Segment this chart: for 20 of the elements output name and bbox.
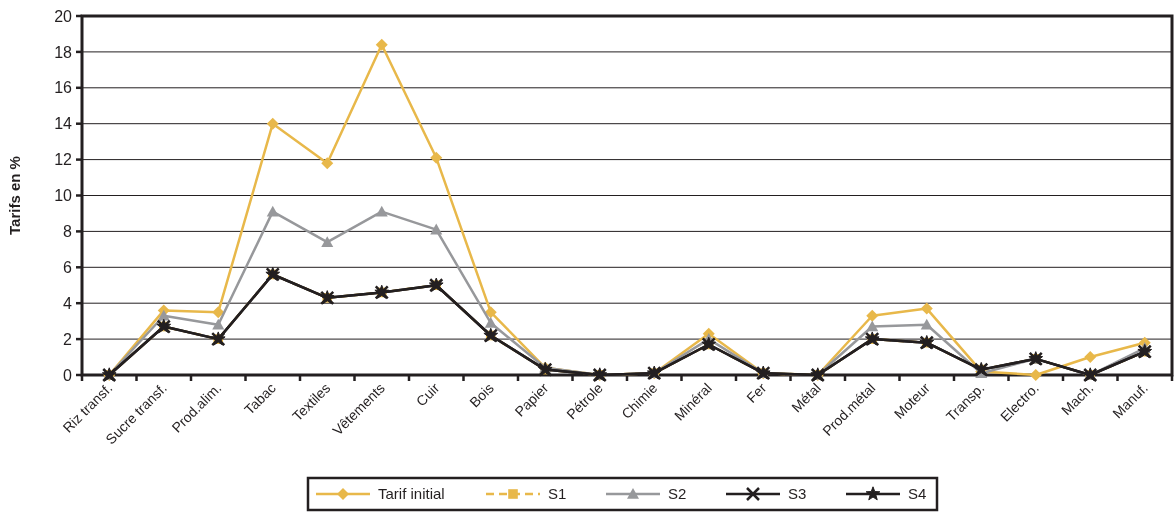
legend-label: Tarif initial — [378, 485, 445, 503]
y-tick-label: 14 — [54, 115, 73, 133]
y-tick-label: 4 — [63, 294, 73, 312]
y-tick-label: 12 — [54, 151, 73, 169]
legend-label: S2 — [668, 485, 687, 503]
y-tick-label: 16 — [54, 79, 73, 97]
legend-label: S1 — [548, 485, 567, 503]
x-tick-label: Fer — [743, 379, 770, 406]
y-tick-label: 18 — [54, 43, 73, 61]
y-axis-title: Tarifs en % — [6, 156, 23, 235]
y-tick-label: 8 — [63, 223, 73, 240]
y-tick-label: 6 — [63, 258, 73, 276]
y-tick-label: 10 — [54, 187, 73, 205]
x-tick-label: Cuir — [412, 379, 443, 410]
x-tick-label: Bois — [466, 379, 497, 411]
y-tick-label: 2 — [63, 330, 73, 348]
legend-label: S3 — [788, 485, 807, 503]
legend-label: S4 — [908, 485, 927, 503]
y-tick-label: 20 — [54, 7, 73, 25]
y-tick-label: 0 — [63, 366, 73, 384]
